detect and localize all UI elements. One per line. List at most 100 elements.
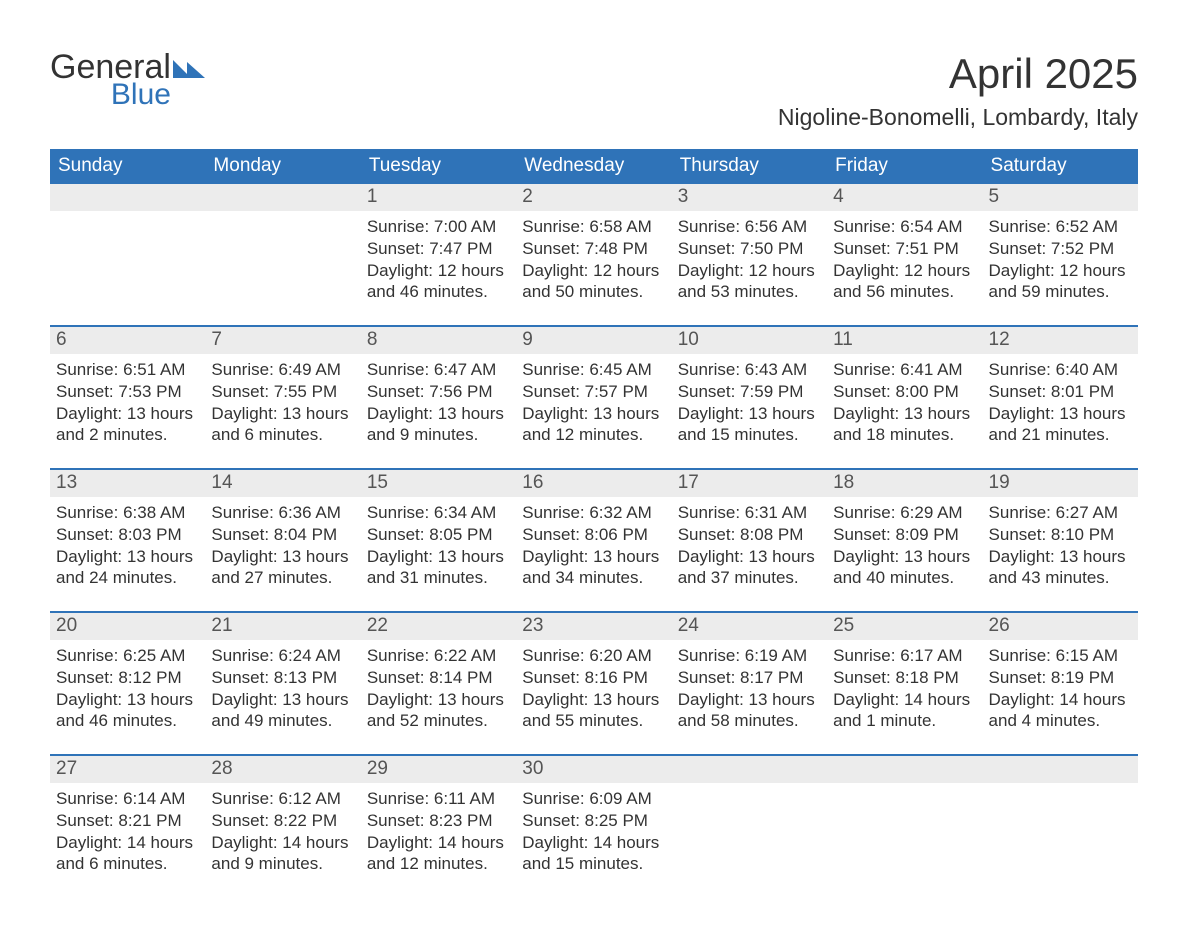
daylight-line-2: and 6 minutes. — [56, 853, 199, 875]
weeks-container: 1Sunrise: 7:00 AMSunset: 7:47 PMDaylight… — [50, 184, 1138, 885]
day-body: Sunrise: 6:51 AMSunset: 7:53 PMDaylight:… — [50, 354, 205, 446]
day-number: 22 — [361, 613, 516, 640]
day-cell: 29Sunrise: 6:11 AMSunset: 8:23 PMDayligh… — [361, 756, 516, 885]
dow-thursday: Thursday — [672, 149, 827, 184]
daylight-line-1: Daylight: 13 hours — [56, 403, 199, 425]
day-cell: 25Sunrise: 6:17 AMSunset: 8:18 PMDayligh… — [827, 613, 982, 742]
dow-header-row: Sunday Monday Tuesday Wednesday Thursday… — [50, 149, 1138, 184]
day-cell: 11Sunrise: 6:41 AMSunset: 8:00 PMDayligh… — [827, 327, 982, 456]
sunrise-line: Sunrise: 6:41 AM — [833, 359, 976, 381]
day-body: Sunrise: 6:25 AMSunset: 8:12 PMDaylight:… — [50, 640, 205, 732]
daylight-line-2: and 18 minutes. — [833, 424, 976, 446]
daylight-line-2: and 46 minutes. — [367, 281, 510, 303]
day-body: Sunrise: 6:27 AMSunset: 8:10 PMDaylight:… — [983, 497, 1138, 589]
day-cell: 21Sunrise: 6:24 AMSunset: 8:13 PMDayligh… — [205, 613, 360, 742]
daylight-line-2: and 50 minutes. — [522, 281, 665, 303]
day-cell: 10Sunrise: 6:43 AMSunset: 7:59 PMDayligh… — [672, 327, 827, 456]
day-number: 13 — [50, 470, 205, 497]
daylight-line-1: Daylight: 13 hours — [367, 689, 510, 711]
day-cell: 7Sunrise: 6:49 AMSunset: 7:55 PMDaylight… — [205, 327, 360, 456]
day-body: Sunrise: 6:20 AMSunset: 8:16 PMDaylight:… — [516, 640, 671, 732]
daylight-line-2: and 12 minutes. — [522, 424, 665, 446]
day-cell: 14Sunrise: 6:36 AMSunset: 8:04 PMDayligh… — [205, 470, 360, 599]
sunrise-line: Sunrise: 6:15 AM — [989, 645, 1132, 667]
sunset-line: Sunset: 8:10 PM — [989, 524, 1132, 546]
title-block: April 2025 Nigoline-Bonomelli, Lombardy,… — [778, 50, 1138, 145]
day-number: 10 — [672, 327, 827, 354]
day-cell: 16Sunrise: 6:32 AMSunset: 8:06 PMDayligh… — [516, 470, 671, 599]
daylight-line-2: and 4 minutes. — [989, 710, 1132, 732]
daylight-line-2: and 9 minutes. — [211, 853, 354, 875]
day-cell — [827, 756, 982, 885]
day-body: Sunrise: 6:09 AMSunset: 8:25 PMDaylight:… — [516, 783, 671, 875]
daylight-line-2: and 6 minutes. — [211, 424, 354, 446]
daylight-line-1: Daylight: 14 hours — [56, 832, 199, 854]
day-number: 18 — [827, 470, 982, 497]
sunrise-line: Sunrise: 6:36 AM — [211, 502, 354, 524]
day-cell: 30Sunrise: 6:09 AMSunset: 8:25 PMDayligh… — [516, 756, 671, 885]
sunrise-line: Sunrise: 7:00 AM — [367, 216, 510, 238]
daylight-line-1: Daylight: 13 hours — [678, 546, 821, 568]
sunset-line: Sunset: 8:14 PM — [367, 667, 510, 689]
page-title: April 2025 — [778, 50, 1138, 98]
day-body: Sunrise: 6:54 AMSunset: 7:51 PMDaylight:… — [827, 211, 982, 303]
day-cell: 3Sunrise: 6:56 AMSunset: 7:50 PMDaylight… — [672, 184, 827, 313]
daylight-line-1: Daylight: 13 hours — [678, 689, 821, 711]
sunset-line: Sunset: 8:04 PM — [211, 524, 354, 546]
daylight-line-2: and 15 minutes. — [522, 853, 665, 875]
day-cell: 18Sunrise: 6:29 AMSunset: 8:09 PMDayligh… — [827, 470, 982, 599]
daylight-line-2: and 55 minutes. — [522, 710, 665, 732]
daylight-line-1: Daylight: 13 hours — [833, 403, 976, 425]
daylight-line-2: and 21 minutes. — [989, 424, 1132, 446]
day-body: Sunrise: 7:00 AMSunset: 7:47 PMDaylight:… — [361, 211, 516, 303]
daylight-line-1: Daylight: 13 hours — [367, 546, 510, 568]
daylight-line-1: Daylight: 13 hours — [367, 403, 510, 425]
day-body: Sunrise: 6:14 AMSunset: 8:21 PMDaylight:… — [50, 783, 205, 875]
day-body: Sunrise: 6:36 AMSunset: 8:04 PMDaylight:… — [205, 497, 360, 589]
daylight-line-1: Daylight: 13 hours — [989, 403, 1132, 425]
dow-saturday: Saturday — [983, 149, 1138, 184]
daylight-line-1: Daylight: 14 hours — [367, 832, 510, 854]
sunset-line: Sunset: 8:06 PM — [522, 524, 665, 546]
day-body: Sunrise: 6:22 AMSunset: 8:14 PMDaylight:… — [361, 640, 516, 732]
day-number: 8 — [361, 327, 516, 354]
daylight-line-2: and 24 minutes. — [56, 567, 199, 589]
sunset-line: Sunset: 7:53 PM — [56, 381, 199, 403]
day-number: 23 — [516, 613, 671, 640]
sunset-line: Sunset: 8:25 PM — [522, 810, 665, 832]
dow-friday: Friday — [827, 149, 982, 184]
sunset-line: Sunset: 7:59 PM — [678, 381, 821, 403]
day-number: 12 — [983, 327, 1138, 354]
day-cell: 26Sunrise: 6:15 AMSunset: 8:19 PMDayligh… — [983, 613, 1138, 742]
day-cell: 17Sunrise: 6:31 AMSunset: 8:08 PMDayligh… — [672, 470, 827, 599]
day-number: 14 — [205, 470, 360, 497]
page-header: General Blue April 2025 Nigoline-Bonomel… — [50, 50, 1138, 145]
sunrise-line: Sunrise: 6:25 AM — [56, 645, 199, 667]
day-cell — [983, 756, 1138, 885]
day-number: 27 — [50, 756, 205, 783]
daylight-line-1: Daylight: 14 hours — [522, 832, 665, 854]
sunset-line: Sunset: 7:55 PM — [211, 381, 354, 403]
day-body: Sunrise: 6:34 AMSunset: 8:05 PMDaylight:… — [361, 497, 516, 589]
sunset-line: Sunset: 8:09 PM — [833, 524, 976, 546]
day-cell — [672, 756, 827, 885]
daylight-line-2: and 46 minutes. — [56, 710, 199, 732]
day-body: Sunrise: 6:45 AMSunset: 7:57 PMDaylight:… — [516, 354, 671, 446]
sunset-line: Sunset: 8:16 PM — [522, 667, 665, 689]
day-number: 5 — [983, 184, 1138, 211]
day-cell: 22Sunrise: 6:22 AMSunset: 8:14 PMDayligh… — [361, 613, 516, 742]
week-row: 6Sunrise: 6:51 AMSunset: 7:53 PMDaylight… — [50, 325, 1138, 456]
daylight-line-2: and 58 minutes. — [678, 710, 821, 732]
sunrise-line: Sunrise: 6:54 AM — [833, 216, 976, 238]
day-number: 25 — [827, 613, 982, 640]
sunrise-line: Sunrise: 6:19 AM — [678, 645, 821, 667]
day-number: 30 — [516, 756, 671, 783]
day-number: 1 — [361, 184, 516, 211]
day-body: Sunrise: 6:38 AMSunset: 8:03 PMDaylight:… — [50, 497, 205, 589]
week-row: 27Sunrise: 6:14 AMSunset: 8:21 PMDayligh… — [50, 754, 1138, 885]
calendar: Sunday Monday Tuesday Wednesday Thursday… — [50, 149, 1138, 885]
sunset-line: Sunset: 8:21 PM — [56, 810, 199, 832]
sunrise-line: Sunrise: 6:40 AM — [989, 359, 1132, 381]
sunset-line: Sunset: 8:18 PM — [833, 667, 976, 689]
day-cell: 12Sunrise: 6:40 AMSunset: 8:01 PMDayligh… — [983, 327, 1138, 456]
